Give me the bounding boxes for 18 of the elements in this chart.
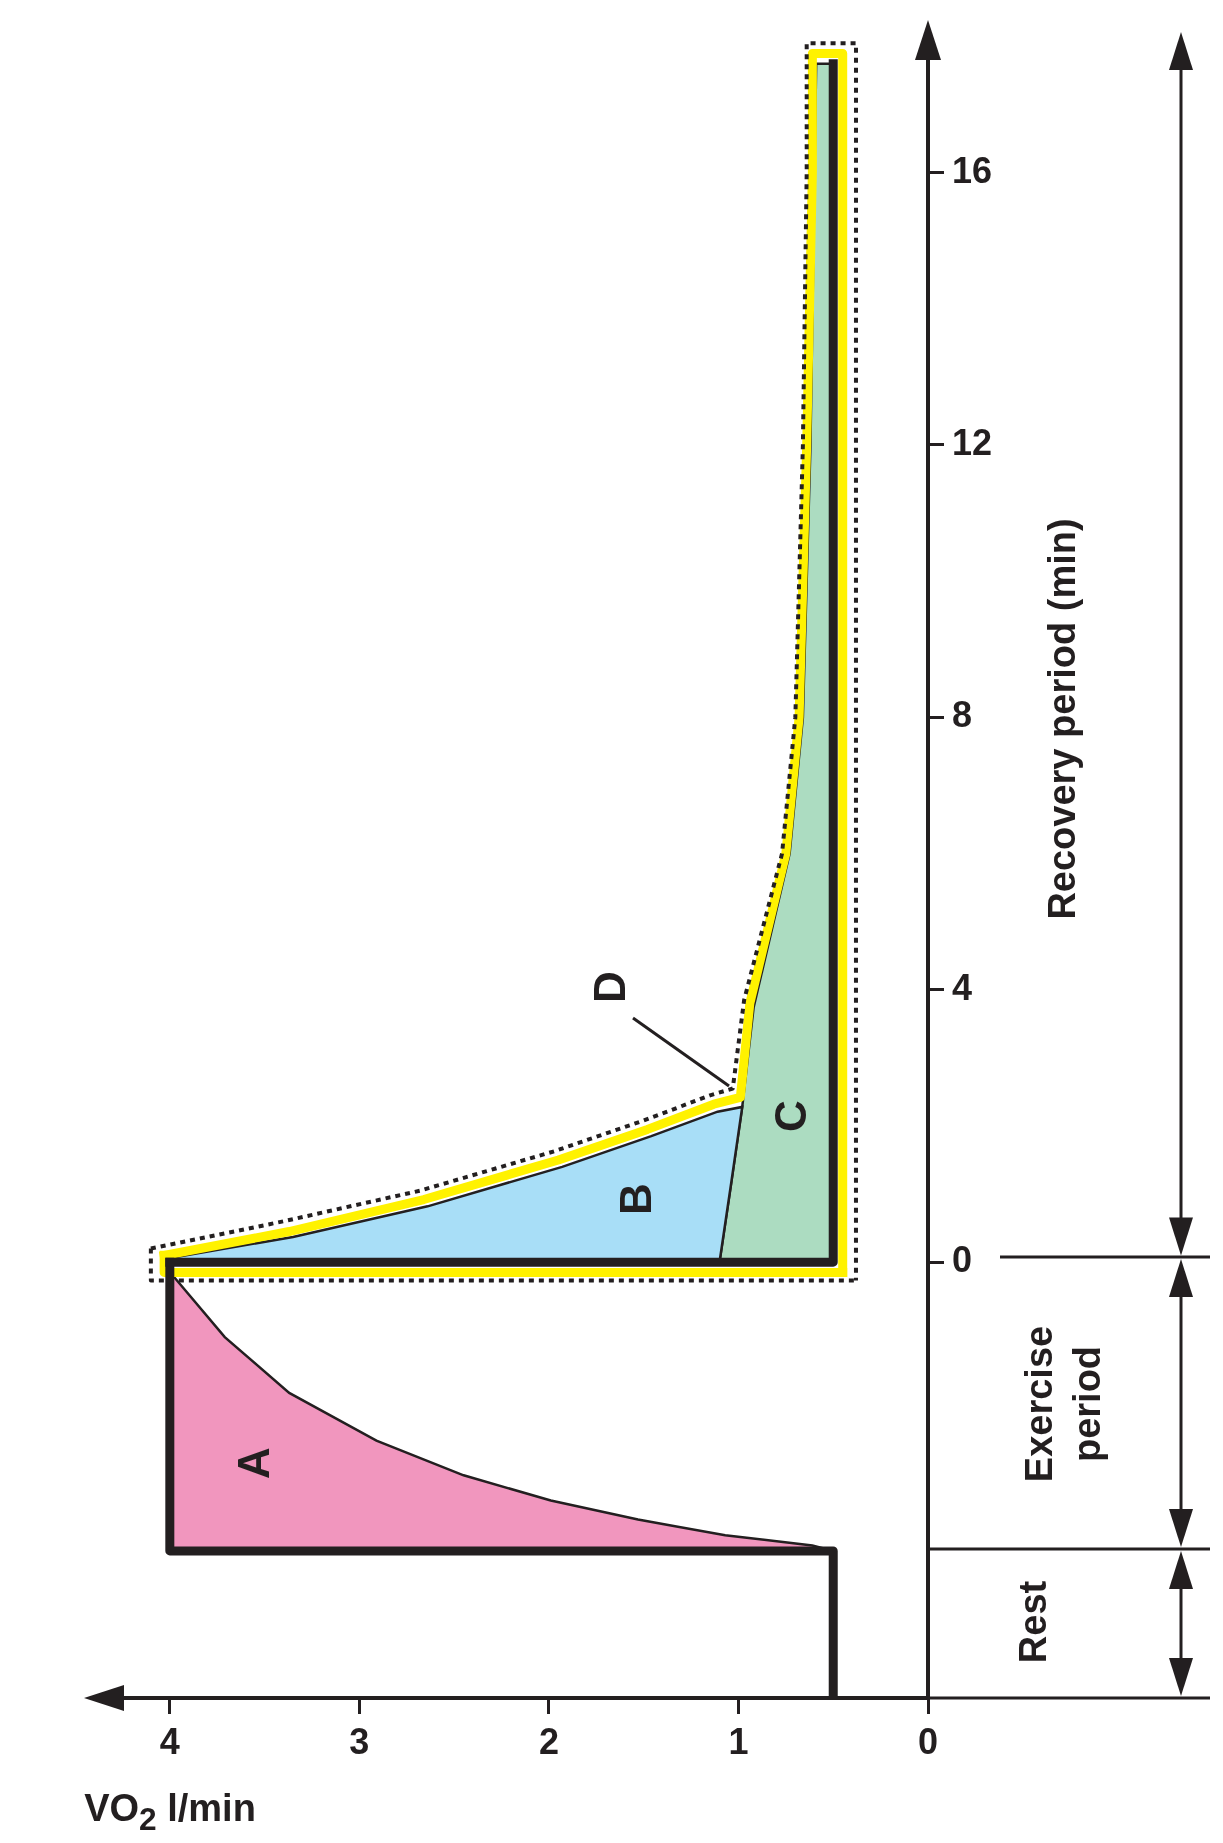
y-tick-label: 0 <box>952 1239 973 1281</box>
x-tick-label: 2 <box>538 1720 559 1762</box>
x-axis-title: VO$_{2}$ l/min <box>84 1785 256 1839</box>
text: Rest <box>1011 1580 1056 1664</box>
x-tick-label: 3 <box>349 1720 370 1762</box>
y-tick-label: 16 <box>952 149 993 191</box>
y-axis-title: Recovery period (min) <box>1040 518 1085 920</box>
y-tick-label: 4 <box>952 966 973 1008</box>
x-tick-label: 1 <box>728 1720 749 1762</box>
annotation: D <box>583 970 635 1003</box>
text: Exercise period <box>1016 1324 1109 1485</box>
x-tick-label: 0 <box>917 1720 939 1762</box>
annotation: B <box>609 1183 661 1215</box>
x-tick-label: 4 <box>159 1720 180 1762</box>
annotation: C <box>764 1100 816 1132</box>
y-tick-label: 12 <box>952 421 993 463</box>
annotation: A <box>227 1447 279 1479</box>
y-tick-label: 8 <box>952 694 973 736</box>
